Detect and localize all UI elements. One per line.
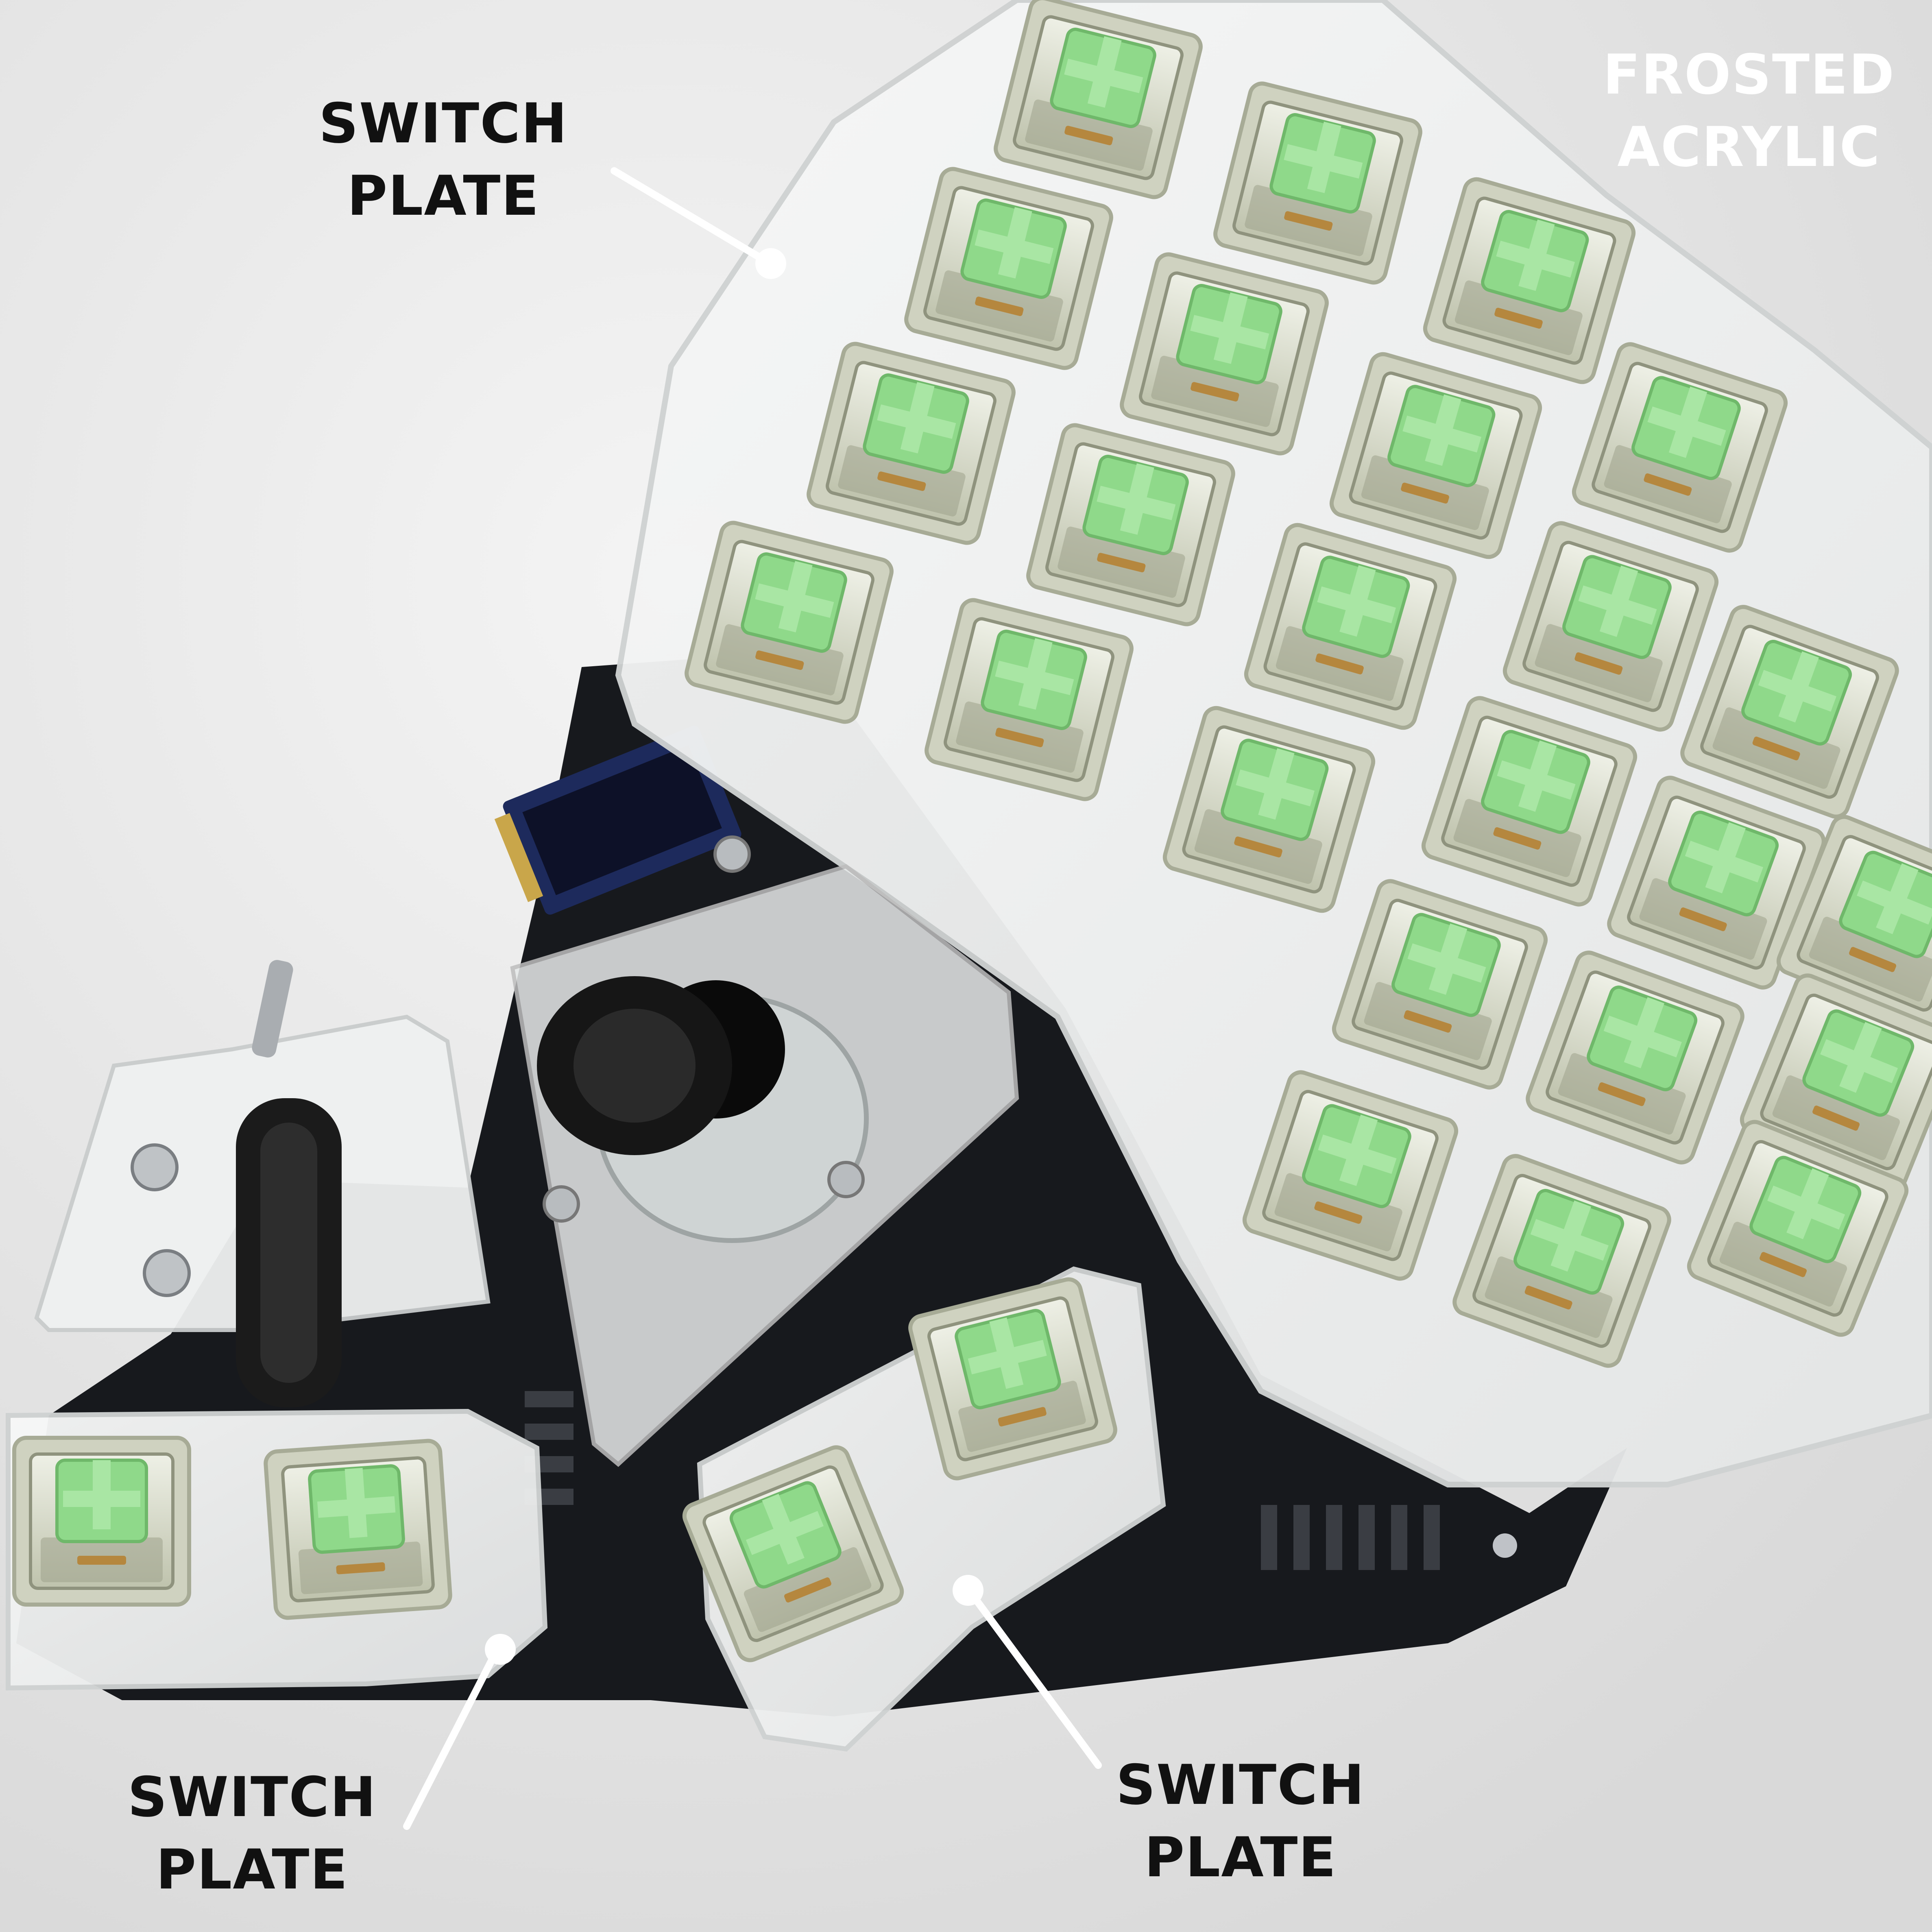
standoff-screws (543, 835, 865, 1223)
bracket-screws (131, 1143, 191, 1297)
label-line: ACRYLIC (1617, 115, 1881, 179)
callout-leaders (403, 167, 1102, 1830)
label-frosted-acrylic: FROSTED ACRYLIC (1586, 39, 1912, 183)
scroll-wheel (236, 1098, 342, 1407)
joystick (537, 976, 869, 1243)
oled-display (494, 726, 741, 915)
label-line: SWITCH (127, 1765, 377, 1829)
label-switch-plate-bottom-left: SWITCH PLATE (110, 1761, 395, 1906)
label-line: FROSTED (1603, 43, 1895, 107)
toggle-lever (252, 960, 293, 1058)
label-line: PLATE (156, 1838, 349, 1901)
label-line: SWITCH (318, 92, 568, 155)
label-line: PLATE (1144, 1825, 1337, 1889)
label-line: SWITCH (1116, 1753, 1365, 1817)
pcb-components (525, 1391, 1517, 1570)
key-switch (14, 1438, 189, 1605)
key-switch (265, 1440, 451, 1619)
label-switch-plate-top-left: SWITCH PLATE (301, 87, 586, 232)
label-switch-plate-bottom-right: SWITCH PLATE (1098, 1749, 1383, 1894)
label-line: PLATE (347, 164, 540, 228)
